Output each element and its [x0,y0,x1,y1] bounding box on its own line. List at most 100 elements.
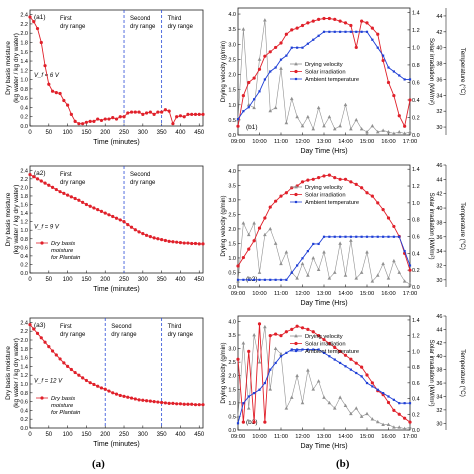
ambient-temperature-point [349,30,352,33]
moisture-data-point [137,110,141,114]
solar-irradiation-point [333,17,337,21]
drying-velocity-point [300,400,305,405]
solar-irradiation-point [322,16,326,21]
y2-tick-label: 1.0 [412,201,420,207]
ambient-temperature-point [312,348,315,351]
y-axis-label: Dry basis moisture [5,346,12,400]
drying-velocity-point [332,270,337,274]
drying-velocity-point [252,333,256,337]
solar-irradiation-point [300,180,305,184]
y-tick-label: 0.0 [228,133,236,139]
solar-irradiation-point [274,199,278,203]
moisture-data-point [99,386,104,390]
solar-irradiation-point [241,93,245,98]
ambient-temperature-point [339,361,342,365]
solar-irradiation-point [284,32,288,36]
moisture-data-point [175,115,179,119]
solar-irradiation-point [370,194,374,198]
moisture-data-point [111,116,115,120]
solar-irradiation-point [279,334,283,338]
drying-velocity-point [392,131,396,135]
ambient-temperature-point [317,34,320,37]
y-tick-label: 1.0 [20,78,28,84]
y-tick-label: 3.5 [228,183,236,189]
moisture-data-point [73,196,77,201]
y2-tick-label: 1.0 [412,45,420,51]
panel-label: (b1) [246,124,258,131]
ambient-temperature-point [269,368,272,371]
y-tick-label: 1.6 [20,50,28,56]
y-axis-label: (kg water / kg dry water) [13,33,20,103]
solar-irradiation-point [306,21,310,25]
moisture-data-point [35,177,40,181]
ambient-temperature-point [236,278,240,281]
moisture-data-point [152,236,156,240]
drying-velocity-point [252,221,256,225]
moisture-data-point [152,112,156,116]
range-label: dry range [111,332,137,338]
ambient-temperature-point [408,264,412,267]
y-tick-label: 2.4 [20,13,28,19]
solar-irradiation-point [317,17,321,21]
temp-tick-label: 38 [436,368,442,374]
ambient-temperature-point [258,90,261,93]
legend-marker [294,341,298,346]
y2-tick-label: 1.4 [412,10,420,16]
x-tick-label: 09:00 [231,434,246,440]
solar-irradiation-point [247,80,251,85]
ambient-temperature-point [253,392,256,395]
solar-irradiation-point [263,54,267,58]
moisture-data-point [62,191,66,195]
y-axis-label: Drying velocity (g/min) [220,195,227,256]
moisture-data-point [197,403,201,407]
moisture-data-point [152,400,156,404]
moisture-data-point [54,90,58,95]
solar-irradiation-point [327,341,331,346]
ambient-temperature-point [382,392,385,395]
moisture-data-point [133,110,137,114]
drying-velocity-point [370,279,375,283]
solar-irradiation-point [354,45,358,50]
moisture-data-point [167,109,171,113]
moisture-data-point [114,392,119,396]
moisture-data-point [77,373,81,377]
plot-frame [29,317,204,429]
caption-b: (b) [336,458,350,470]
ambient-temperature-point [247,106,250,109]
x-tick-label: 12:00 [295,291,310,297]
drying-velocity-point [241,27,246,31]
moisture-data-point [148,399,152,403]
solar-irradiation-point [370,26,374,30]
panel-label: (a2) [34,170,46,177]
plot-frame [29,9,204,127]
ambient-temperature-point [355,235,358,238]
moisture-data-point [114,117,119,121]
x-tick-label: 15:00 [360,139,375,145]
drying-velocity-point [402,426,407,431]
temp-tick-label: 30 [436,125,442,131]
ambient-temperature-point [339,235,342,238]
moisture-data-point [182,402,186,406]
ambient-temperature-point [253,98,256,101]
moisture-data-point [197,112,201,116]
ambient-temperature-point [306,42,309,45]
ambient-temperature-point [301,257,304,260]
y-tick-label: 1.8 [20,40,28,46]
solar-irradiation-point [274,332,278,336]
drying-velocity-point [273,346,278,350]
legend-text: for Plantain [51,255,80,261]
moisture-data-point [28,323,32,327]
x-tick-label: 250 [119,130,130,136]
y2-tick-label: 0.2 [412,412,420,418]
ambient-temperature-point [392,70,395,73]
y-tick-label: 0.0 [20,124,28,130]
legend-text: moisture [51,248,74,254]
legend-marker [294,334,298,338]
moisture-data-point [133,397,137,401]
moisture-data-point [137,398,141,402]
ambient-temperature-point [365,30,369,33]
ambient-temperature-point [274,278,277,281]
solar-irradiation-point [300,326,305,330]
drying-velocity-point [338,241,342,245]
